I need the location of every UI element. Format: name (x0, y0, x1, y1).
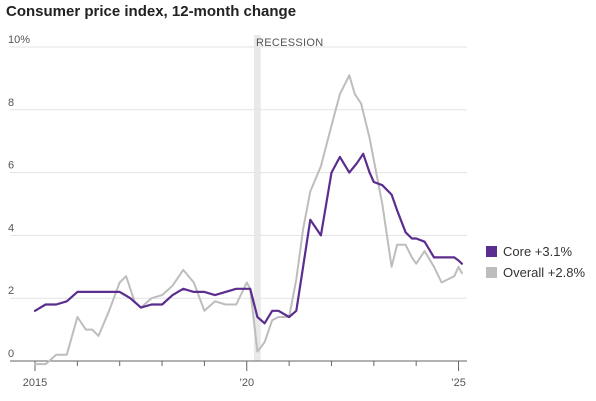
legend-swatch-overall (486, 267, 497, 278)
legend-label-core: Core +3.1% (503, 244, 572, 259)
y-axis: 0 2 4 6 8 10% (8, 34, 30, 360)
series-line-overall (34, 74, 463, 366)
y-tick-label-0: 0 (8, 348, 14, 360)
chart-title: Consumer price index, 12-month change (6, 3, 296, 20)
y-tick-label-4: 4 (8, 222, 14, 234)
y-tick-label-6: 6 (8, 160, 14, 172)
legend-label-overall: Overall +2.8% (503, 265, 585, 280)
series-line-core (33, 152, 463, 325)
x-tick-label-2015: 2015 (23, 377, 47, 389)
x-axis: 2015 ’20 ’25 (10, 360, 467, 389)
x-tick-label-2025: ’25 (451, 377, 466, 389)
y-tick-label-8: 8 (8, 97, 14, 109)
y-tick-label-2: 2 (8, 285, 14, 297)
y-tick-label-10: 10% (8, 34, 30, 46)
series-lines (33, 74, 463, 366)
gridlines (10, 46, 467, 362)
legend: Core +3.1% Overall +2.8% (486, 244, 585, 280)
legend-swatch-core (486, 246, 497, 257)
x-tick-label-2020: ’20 (239, 377, 254, 389)
recession-label: RECESSION (256, 37, 324, 49)
recession-band (253, 35, 261, 361)
